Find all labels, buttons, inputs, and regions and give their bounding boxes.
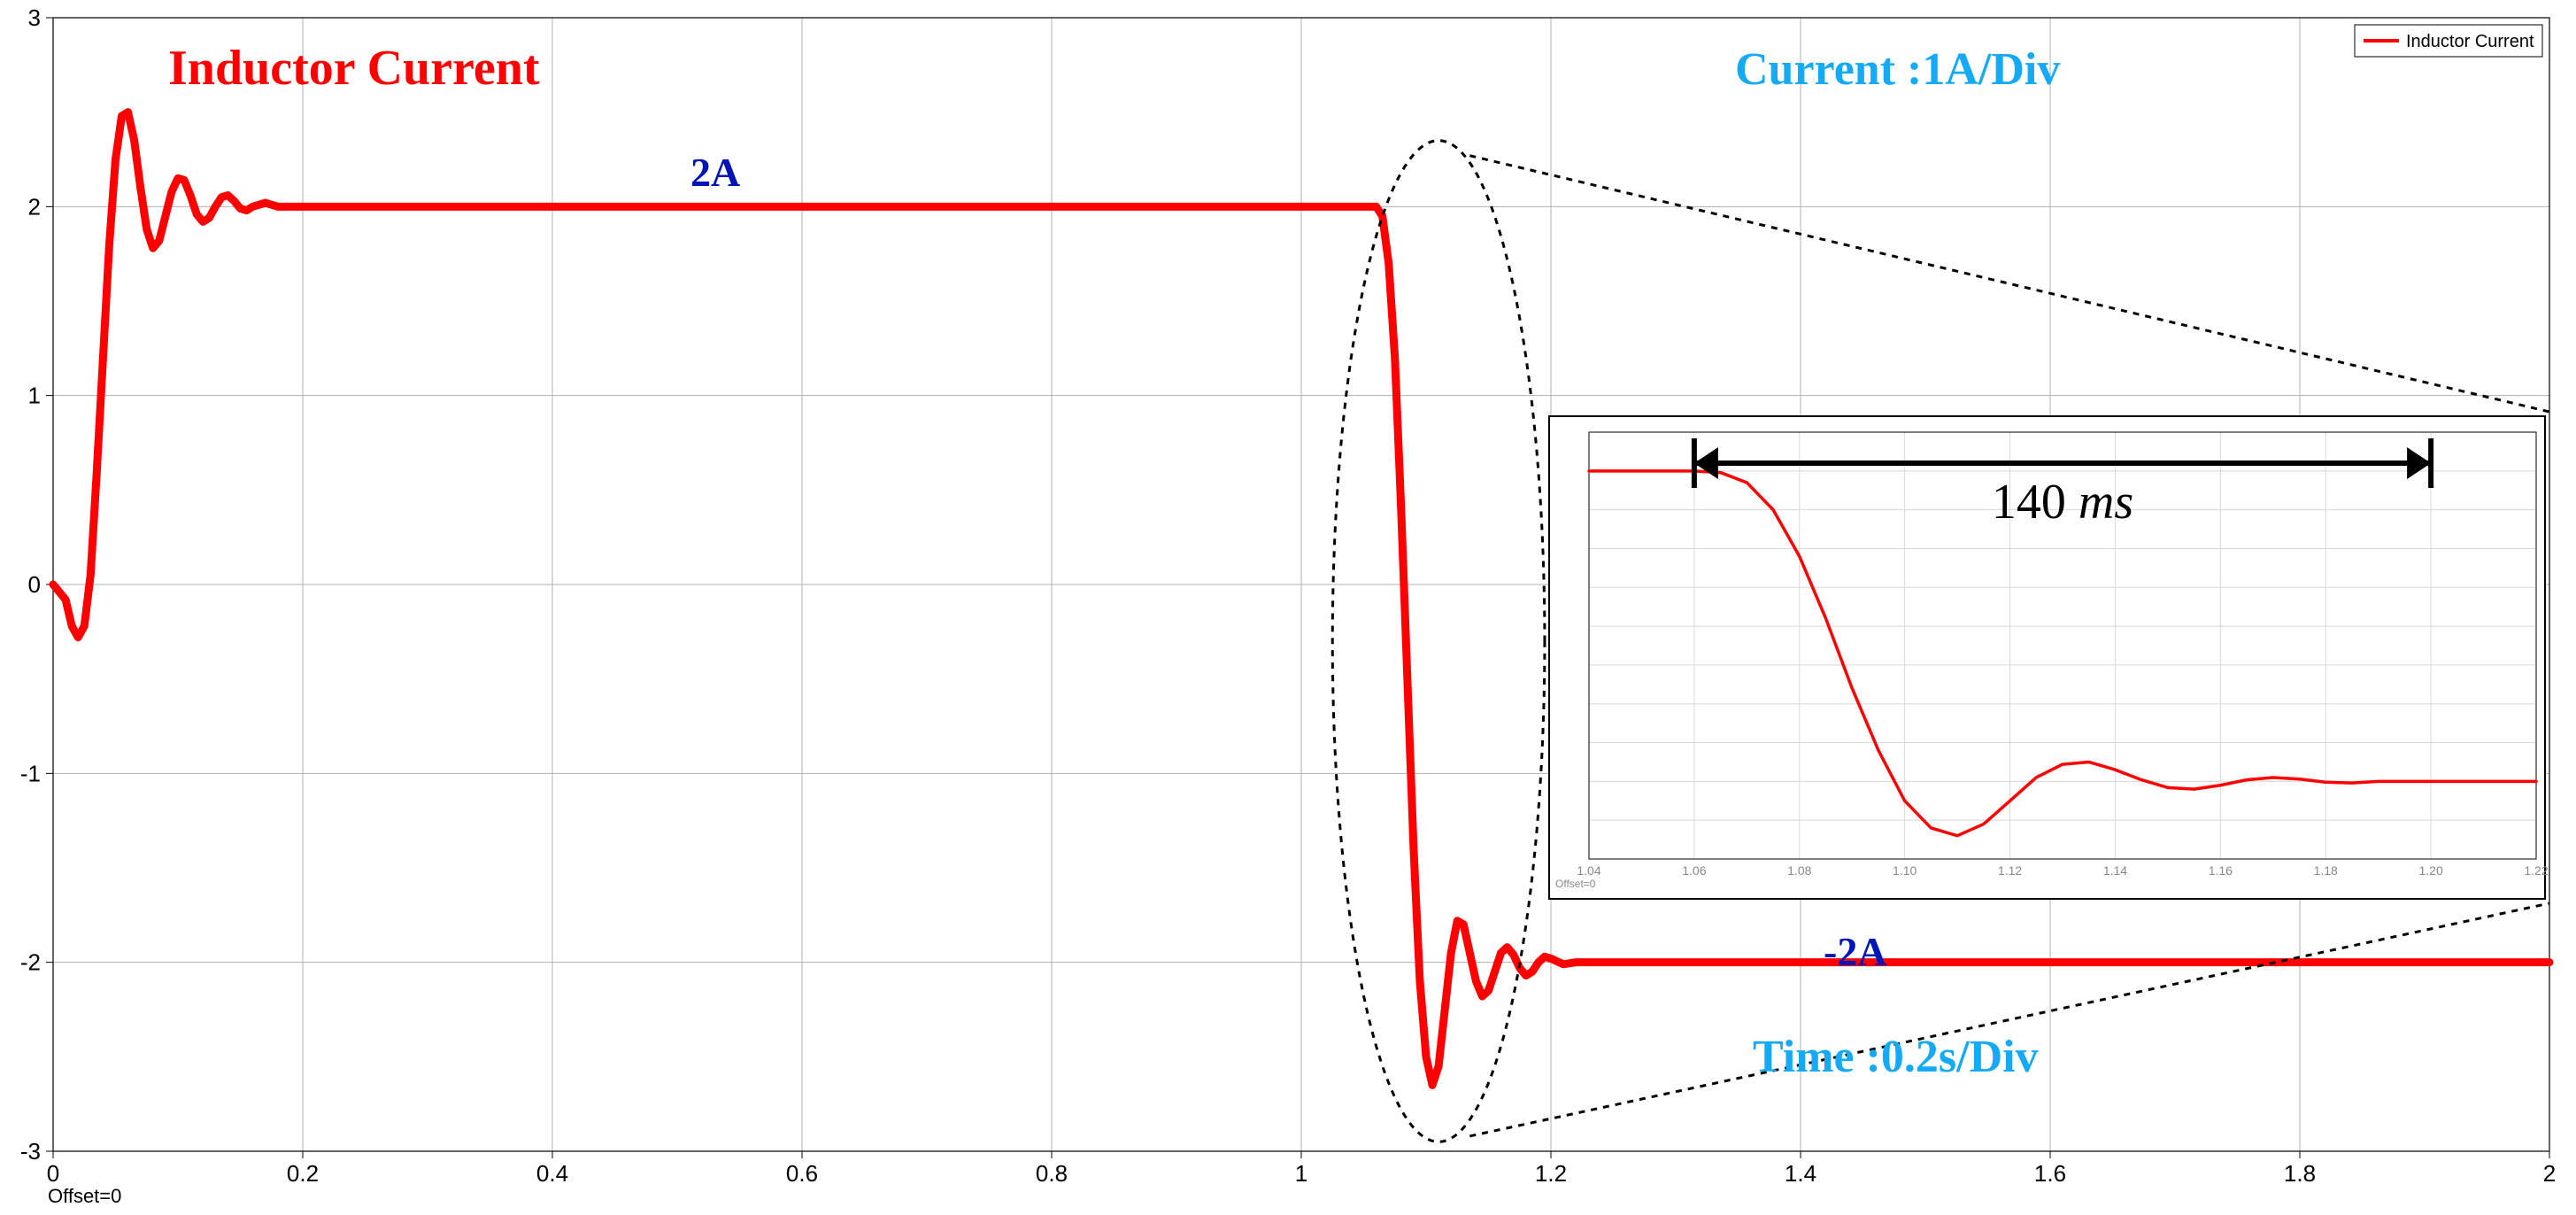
inset-xtick-label: 1.20 (2418, 863, 2442, 878)
ytick-label: -3 (20, 1138, 41, 1165)
inset-xtick-label: 1.16 (2209, 863, 2233, 878)
annotation-neg2a: -2A (1824, 929, 1887, 974)
inset-xtick-label: 1.14 (2103, 863, 2127, 878)
inset-xtick-label: 1.22 (2524, 863, 2548, 878)
main-chart-svg: 0 0.2 0.4 0.6 0.8 1 1.2 1.4 1.6 1.8 2 -3 -2 -1 0 1 2 3 Off… (0, 0, 2576, 1215)
annotation-time-div: Time :0.2s/Div (1753, 1032, 2039, 1082)
xtick-label: 2 (2543, 1160, 2556, 1187)
xtick-label: 0.2 (287, 1160, 319, 1187)
ytick-label: -1 (20, 760, 41, 786)
xtick-label: 0.8 (1036, 1160, 1068, 1187)
xtick-label: 1.4 (1785, 1160, 1816, 1187)
inset-offset-label: Offset=0 (1555, 878, 1596, 890)
inset-xtick-label: 1.10 (1893, 863, 1917, 878)
ytick-label: 2 (28, 193, 41, 220)
ytick-label: 0 (28, 571, 41, 598)
inset-xtick-label: 1.12 (1998, 863, 2022, 878)
inset-xtick-label: 1.08 (1787, 863, 1811, 878)
inset-arrow-label: 140 ms (1992, 475, 2133, 530)
chart-container: 0 0.2 0.4 0.6 0.8 1 1.2 1.4 1.6 1.8 2 -3 -2 -1 0 1 2 3 Off… (0, 0, 2576, 1215)
xtick-label: 0 (47, 1160, 59, 1187)
ytick-label: 1 (28, 383, 41, 409)
xtick-label: 1.8 (2284, 1160, 2316, 1187)
ytick-label: 3 (28, 4, 41, 31)
xtick-label: 0.6 (786, 1160, 818, 1187)
xtick-label: 1.2 (1535, 1160, 1567, 1187)
ytick-label: -2 (20, 949, 41, 976)
inset-xtick-label: 1.04 (1577, 863, 1600, 878)
xtick-label: 1 (1295, 1160, 1307, 1187)
inset-xtick-label: 1.18 (2314, 863, 2338, 878)
annotation-current-div: Current :1A/Div (1735, 44, 2060, 95)
annotation-inductor-current: Inductor Current (168, 41, 540, 96)
annotation-2a: 2A (690, 150, 740, 195)
inset-xtick-label: 1.06 (1682, 863, 1706, 878)
legend-label: Inductor Current (2406, 32, 2534, 51)
xtick-label: 0.4 (536, 1160, 568, 1187)
xtick-label: 1.6 (2034, 1160, 2066, 1187)
offset-label: Offset=0 (48, 1185, 121, 1207)
